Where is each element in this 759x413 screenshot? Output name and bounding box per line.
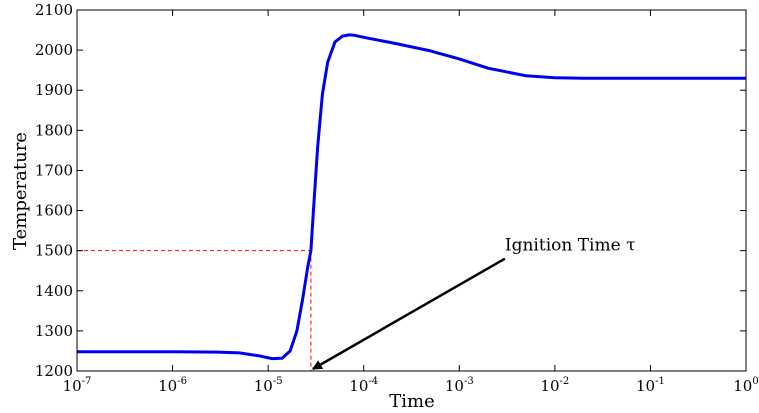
plot-background bbox=[77, 10, 746, 371]
x-tick-base: 10 bbox=[445, 377, 464, 395]
x-tick-label: 10-1 bbox=[636, 376, 665, 395]
x-tick-base: 10 bbox=[540, 377, 559, 395]
y-tick-label: 1300 bbox=[35, 322, 73, 340]
annotation-arrow bbox=[312, 257, 506, 371]
x-tick-exponent: -7 bbox=[82, 376, 92, 387]
x-tick-label: 100 bbox=[733, 376, 758, 395]
x-tick-base: 10 bbox=[349, 377, 368, 395]
x-tick-label: 10-4 bbox=[349, 376, 378, 395]
x-tick-label: 10-2 bbox=[540, 376, 569, 395]
x-tick-label: 10-7 bbox=[63, 376, 92, 395]
y-tick-label: 2100 bbox=[35, 1, 73, 19]
x-tick-label: 10-6 bbox=[158, 376, 187, 395]
x-tick-base: 10 bbox=[636, 377, 655, 395]
x-axis-label: Time bbox=[389, 391, 434, 412]
x-tick-exponent: -4 bbox=[368, 376, 378, 387]
x-tick-exponent: -5 bbox=[273, 376, 283, 387]
x-tick-label: 10-3 bbox=[445, 376, 474, 395]
x-tick-exponent: -3 bbox=[464, 376, 474, 387]
x-tick-exponent: -2 bbox=[560, 376, 570, 387]
y-tick-label: 1200 bbox=[35, 362, 73, 380]
x-tick-exponent: -6 bbox=[177, 376, 187, 387]
y-tick-label: 1800 bbox=[35, 121, 73, 139]
x-tick-exponent: 0 bbox=[752, 376, 758, 387]
y-tick-label: 2000 bbox=[35, 41, 73, 59]
y-tick-label: 1700 bbox=[35, 161, 73, 179]
plot-frame bbox=[76, 9, 747, 372]
x-tick-base: 10 bbox=[63, 377, 82, 395]
y-axis-label: Temperature bbox=[10, 132, 31, 250]
x-tick-label: 10-5 bbox=[254, 376, 283, 395]
y-tick-label: 1400 bbox=[35, 282, 73, 300]
x-tick-exponent: -1 bbox=[655, 376, 665, 387]
y-tick-label: 1500 bbox=[35, 242, 73, 260]
annotation-label: Ignition Time τ bbox=[505, 236, 636, 256]
y-tick-label: 1900 bbox=[35, 81, 73, 99]
x-tick-base: 10 bbox=[158, 377, 177, 395]
x-tick-base: 10 bbox=[254, 377, 273, 395]
y-tick-label: 1600 bbox=[35, 202, 73, 220]
x-tick-base: 10 bbox=[733, 377, 752, 395]
temperature-curve bbox=[77, 33, 746, 361]
